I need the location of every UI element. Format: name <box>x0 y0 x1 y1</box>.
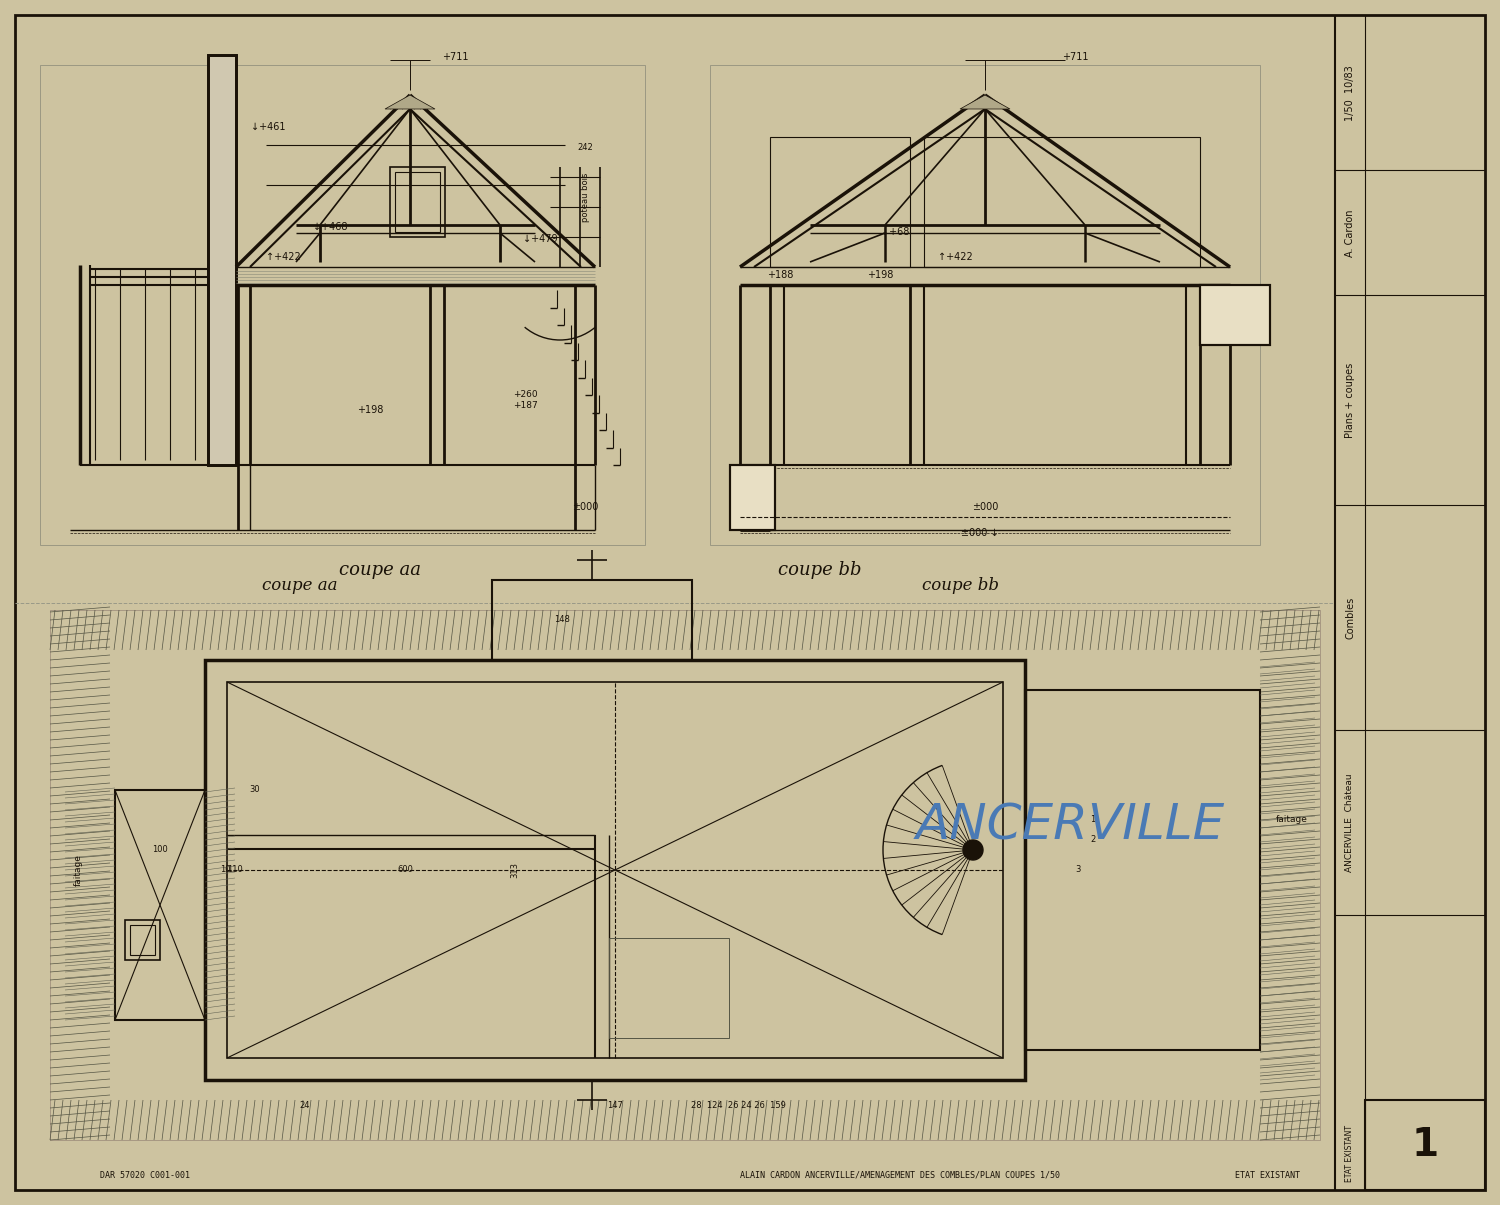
Text: +198: +198 <box>357 405 382 415</box>
Bar <box>770 137 910 268</box>
Bar <box>390 167 445 237</box>
Text: ±000: ±000 <box>572 502 598 512</box>
Text: Combles: Combles <box>1346 596 1354 639</box>
Bar <box>730 465 776 530</box>
Bar <box>1024 690 1260 1050</box>
Bar <box>130 925 154 956</box>
Text: ANCERVILLE  Château: ANCERVILLE Château <box>1346 774 1354 872</box>
Text: +188: +188 <box>766 270 794 280</box>
Text: 1/50  10/83: 1/50 10/83 <box>1346 65 1354 120</box>
Text: 10: 10 <box>219 865 231 875</box>
Text: 2: 2 <box>1090 835 1095 845</box>
Text: ↓+468: ↓+468 <box>312 222 346 233</box>
Text: faitage: faitage <box>1276 816 1308 824</box>
Text: coupe bb: coupe bb <box>778 562 861 578</box>
Bar <box>710 65 1260 545</box>
Text: 148: 148 <box>554 616 570 624</box>
Text: ↑+422: ↑+422 <box>266 252 300 261</box>
Bar <box>394 172 439 233</box>
Text: ↑+422: ↑+422 <box>938 252 972 261</box>
Text: ETAT EXISTANT: ETAT EXISTANT <box>1346 1124 1354 1181</box>
Bar <box>50 610 1320 1140</box>
Bar <box>492 580 692 660</box>
Text: 600: 600 <box>398 865 412 875</box>
Bar <box>209 55 236 465</box>
Text: 3: 3 <box>1076 865 1080 875</box>
Text: +711: +711 <box>441 52 468 61</box>
Text: +711: +711 <box>1062 52 1088 61</box>
Bar <box>730 465 776 530</box>
Text: ↓+461: ↓+461 <box>251 122 285 133</box>
Text: ↓+68: ↓+68 <box>880 227 909 237</box>
Bar <box>226 682 1004 1058</box>
Text: 24: 24 <box>300 1100 310 1110</box>
Bar <box>116 790 206 1019</box>
Text: Plans + coupes: Plans + coupes <box>1346 363 1354 437</box>
Text: ALAIN CARDON ANCERVILLE/AMENAGEMENT DES COMBLES/PLAN COUPES 1/50: ALAIN CARDON ANCERVILLE/AMENAGEMENT DES … <box>740 1170 1060 1180</box>
Bar <box>1200 286 1270 345</box>
Text: 110: 110 <box>226 865 243 875</box>
Text: DAR 57020 C001-001: DAR 57020 C001-001 <box>100 1170 190 1180</box>
Text: coupe aa: coupe aa <box>262 576 338 594</box>
Text: ±000 ↓: ±000 ↓ <box>962 528 999 537</box>
Bar <box>40 65 645 545</box>
Bar <box>609 937 729 1038</box>
Text: +260
+187: +260 +187 <box>513 390 537 410</box>
Text: 1: 1 <box>1090 816 1095 824</box>
Text: coupe bb: coupe bb <box>921 576 999 594</box>
Bar <box>1365 1100 1485 1191</box>
Polygon shape <box>960 95 1010 108</box>
Text: 30: 30 <box>249 786 261 794</box>
Text: 313: 313 <box>510 862 519 878</box>
Bar <box>1200 286 1270 345</box>
Text: coupe aa: coupe aa <box>339 562 422 578</box>
Text: ↓+479: ↓+479 <box>522 234 558 243</box>
Bar <box>206 660 1025 1080</box>
Polygon shape <box>386 95 435 108</box>
Text: 28  124  26 24 26  159: 28 124 26 24 26 159 <box>690 1100 786 1110</box>
Circle shape <box>963 840 982 860</box>
Text: 100: 100 <box>152 846 168 854</box>
Text: A. Cardon: A. Cardon <box>1346 210 1354 257</box>
Bar <box>209 55 236 465</box>
Text: 1: 1 <box>1412 1125 1438 1164</box>
Text: ±000: ±000 <box>972 502 998 512</box>
Text: poteau bois: poteau bois <box>580 172 590 222</box>
Text: faitage: faitage <box>74 854 82 886</box>
Text: +198: +198 <box>867 270 892 280</box>
Bar <box>124 919 160 960</box>
Bar <box>924 137 1200 268</box>
Text: 147: 147 <box>608 1100 622 1110</box>
Text: ETAT EXISTANT: ETAT EXISTANT <box>1234 1170 1300 1180</box>
Text: ANCERVILLE: ANCERVILLE <box>915 801 1224 850</box>
Text: 242: 242 <box>578 142 592 152</box>
